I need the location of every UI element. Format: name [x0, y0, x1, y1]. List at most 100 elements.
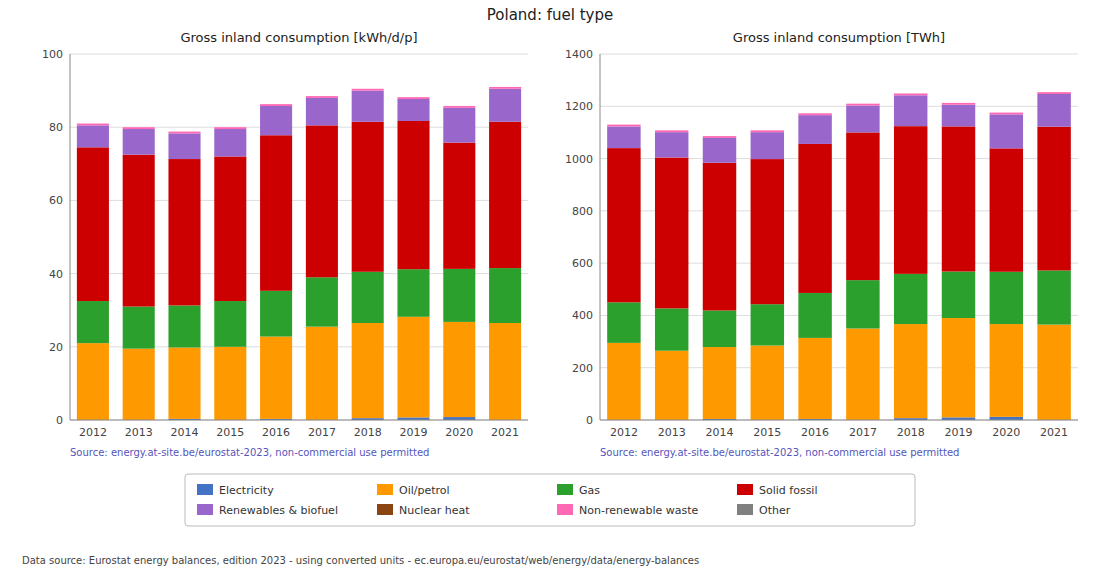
legend: ElectricityOil/petrolGasSolid fossilRene…: [185, 474, 915, 526]
bar-segment: [260, 291, 292, 337]
bar-segment: [942, 126, 975, 271]
bar-segment: [352, 122, 384, 272]
legend-swatch: [377, 504, 393, 515]
x-tick-label: 2019: [400, 426, 428, 439]
bar-segment: [942, 105, 975, 127]
bar-segment: [894, 95, 927, 126]
bar-segment: [260, 135, 292, 291]
y-tick-label: 1400: [565, 48, 593, 61]
y-tick-label: 60: [49, 194, 63, 207]
bar-segment: [990, 272, 1023, 324]
bar-segment: [751, 130, 784, 131]
bar-segment: [655, 351, 688, 420]
bar-segment: [306, 96, 338, 98]
bar-segment: [751, 132, 784, 159]
x-tick-label: 2018: [354, 426, 382, 439]
x-tick-label: 2013: [125, 426, 153, 439]
bar-segment: [214, 127, 246, 129]
bar-segment: [990, 114, 1023, 148]
legend-label: Non-renewable waste: [579, 504, 699, 517]
bar-segment: [214, 156, 246, 301]
bar-segment: [489, 122, 521, 268]
bar-segment: [168, 348, 200, 419]
x-axis: [600, 420, 1078, 421]
bar-segment: [260, 104, 292, 106]
bar-segment: [443, 143, 475, 269]
bar-segment: [607, 125, 640, 127]
bar-segment: [123, 129, 155, 155]
bar-segment: [990, 324, 1023, 417]
x-tick-label: 2020: [445, 426, 473, 439]
legend-label: Gas: [579, 484, 600, 497]
bar-segment: [168, 132, 200, 134]
bar-segment: [123, 307, 155, 349]
bar-segment: [655, 158, 688, 309]
bar-segment: [798, 113, 831, 114]
y-tick-label: 1200: [565, 100, 593, 113]
y-tick-label: 400: [572, 309, 593, 322]
bar-segment: [1037, 270, 1070, 324]
y-tick-label: 80: [49, 121, 63, 134]
bar-segment: [846, 329, 879, 421]
bar-segment: [397, 317, 429, 418]
legend-swatch: [197, 484, 213, 495]
chart-title: Gross inland consumption [kWh/d/p]: [180, 30, 417, 45]
bar-segment: [751, 159, 784, 304]
x-tick-label: 2021: [1040, 426, 1068, 439]
bar-segment: [655, 132, 688, 157]
figure: Poland: fuel typeData source: Eurostat e…: [0, 0, 1100, 572]
bar-segment: [352, 89, 384, 91]
grid-line: [600, 420, 1078, 421]
bar-segment: [168, 159, 200, 305]
bar-segment: [1037, 127, 1070, 271]
bar-segment: [1037, 92, 1070, 94]
bar-segment: [751, 304, 784, 345]
chart: Gross inland consumption [TWh]0200400600…: [565, 30, 1078, 458]
bar-segment: [397, 97, 429, 99]
bar-segment: [352, 272, 384, 323]
legend-label: Nuclear heat: [399, 504, 470, 517]
bar-segment: [607, 343, 640, 420]
x-tick-label: 2016: [262, 426, 290, 439]
bar-segment: [703, 138, 736, 163]
bar-segment: [77, 343, 109, 420]
bar-segment: [990, 113, 1023, 115]
bar-segment: [489, 268, 521, 323]
bar-segment: [846, 103, 879, 104]
legend-swatch: [197, 504, 213, 515]
bar-segment: [655, 130, 688, 131]
bar-segment: [123, 349, 155, 420]
footer-text: Data source: Eurostat energy balances, e…: [22, 555, 699, 566]
grid-line: [600, 106, 1078, 107]
legend-swatch: [737, 504, 753, 515]
source-text: Source: energy.at-site.be/eurostat-2023,…: [70, 447, 429, 458]
legend-label: Oil/petrol: [399, 484, 450, 497]
bar-segment: [397, 269, 429, 317]
bar-segment: [352, 88, 384, 89]
bar-segment: [168, 133, 200, 159]
bar-segment: [77, 123, 109, 124]
bar-segment: [798, 293, 831, 338]
x-tick-label: 2015: [216, 426, 244, 439]
bar-segment: [607, 148, 640, 302]
bar-segment: [397, 99, 429, 121]
x-axis: [70, 420, 528, 421]
y-axis: [600, 54, 601, 420]
x-tick-label: 2014: [171, 426, 199, 439]
x-tick-label: 2015: [753, 426, 781, 439]
bar-segment: [214, 301, 246, 347]
bar-segment: [798, 144, 831, 293]
bar-segment: [942, 318, 975, 417]
y-tick-label: 200: [572, 362, 593, 375]
x-tick-label: 2016: [801, 426, 829, 439]
grid-line: [70, 54, 528, 55]
bar-segment: [894, 93, 927, 94]
chart-title: Gross inland consumption [TWh]: [733, 30, 945, 45]
bar-segment: [443, 322, 475, 417]
bar-segment: [443, 108, 475, 143]
bar-segment: [260, 104, 292, 105]
bar-segment: [942, 272, 975, 319]
bar-segment: [260, 337, 292, 419]
bar-segment: [443, 106, 475, 108]
bar-segment: [443, 269, 475, 322]
